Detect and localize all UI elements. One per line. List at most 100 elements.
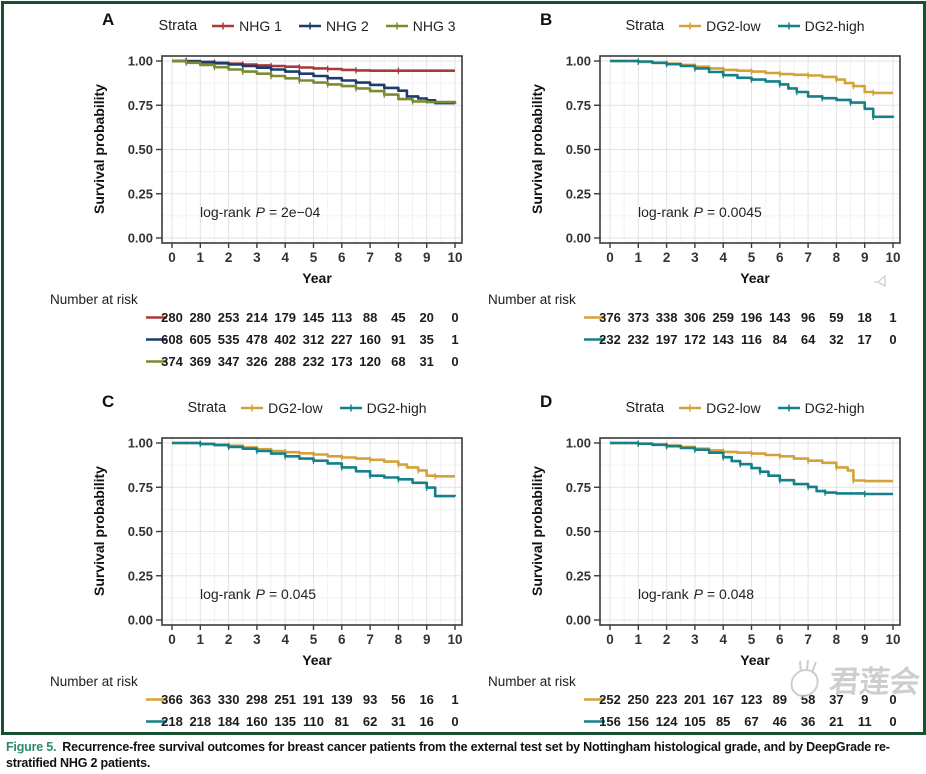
risk-count: 143 [712,332,734,347]
x-tick-label: 4 [281,250,289,265]
risk-count: 56 [391,692,405,707]
y-axis-label: Survival probability [529,84,545,214]
risk-count: 179 [274,310,296,325]
risk-count: 232 [599,332,621,347]
risk-count: 0 [451,310,458,325]
y-tick-label: 0.50 [128,524,153,539]
risk-count: 123 [741,692,763,707]
figure-caption: Figure 5. Recurrence-free survival outcom… [6,739,920,772]
risk-count: 330 [218,692,240,707]
legend-title: Strata [625,18,665,34]
risk-count: 46 [773,714,787,729]
y-tick-label: 1.00 [566,436,591,451]
x-tick-label: 2 [663,250,671,265]
x-tick-label: 4 [719,632,727,647]
risk-count: 36 [801,714,815,729]
panel-label: C [102,392,115,411]
x-axis-label: Year [740,270,770,286]
risk-count: 306 [684,310,706,325]
y-tick-label: 0.50 [128,142,153,157]
y-tick-label: 0.00 [566,613,591,628]
plot-grid [600,56,900,243]
risk-count: 32 [829,332,843,347]
legend: Strata DG2-low DG2-high [142,400,472,416]
legend-entry: DG2-low [240,400,323,416]
survival-curves [172,440,457,498]
risk-count: 227 [331,332,353,347]
risk-table-title: Number at risk [488,674,576,689]
risk-count: 124 [656,714,678,729]
legend-line-icon [679,404,702,412]
risk-count: 605 [189,332,211,347]
risk-count: 17 [857,332,871,347]
y-tick-label: 0.75 [128,98,153,113]
risk-count: 0 [451,354,458,369]
legend-entries: DG2-low DG2-high [240,400,427,416]
risk-count: 1 [451,692,458,707]
risk-count: 251 [274,692,296,707]
x-tick-label: 3 [691,632,699,647]
x-tick-label: 6 [776,632,784,647]
axes: 0 1 2 3 4 5 6 7 8 9 10 1.00 0.75 0.50 0.25 0.00 [128,436,463,648]
y-axis-label: Survival probability [529,466,545,596]
x-axis-label: Year [302,652,332,668]
risk-count: 1 [889,310,896,325]
legend-entry-label: DG2-high [366,400,427,416]
plot-grid [600,438,900,625]
risk-count: 366 [161,692,183,707]
risk-count: 374 [161,354,183,369]
risk-count: 232 [303,354,325,369]
risk-count: 196 [741,310,763,325]
risk-count: 250 [627,692,649,707]
legend-entry-label: DG2-low [706,400,761,416]
km-plot: 0 1 2 3 4 5 6 7 8 9 101.000.750.500.250.00 Surviva… [488,54,901,347]
legend-entry-label: NHG 1 [239,18,282,34]
risk-count: 197 [656,332,678,347]
x-tick-label: 6 [776,250,784,265]
risk-count: 232 [627,332,649,347]
x-tick-label: 8 [833,250,841,265]
risk-count: 312 [303,332,325,347]
x-tick-label: 1 [635,632,643,647]
y-tick-label: 0.25 [566,186,591,201]
panel-B: B Strata DG2-low DG2-high 0 1 2 3 4 5 6 7 8 9 10 1.0… [470,8,910,380]
risk-count: 85 [716,714,730,729]
legend: Strata DG2-low DG2-high [580,400,910,416]
risk-count: 0 [451,714,458,729]
survival-curves [172,57,457,105]
legend-entry-label: DG2-high [804,400,865,416]
risk-count: 31 [391,714,405,729]
risk-count: 201 [684,692,706,707]
legend: Strata NHG 1 NHG 2 NHG 3 [142,18,472,34]
legend-entries: DG2-low DG2-high [678,18,865,34]
x-tick-label: 9 [861,250,869,265]
risk-count: 223 [656,692,678,707]
figure-caption-text: Recurrence-free survival outcomes for br… [6,740,890,771]
risk-count: 139 [331,692,353,707]
legend-entry: NHG 1 [211,18,282,34]
legend-entry-label: DG2-low [706,18,761,34]
risk-count: 0 [889,332,896,347]
risk-count: 145 [303,310,325,325]
axes: 0 1 2 3 4 5 6 7 8 9 10 1.00 0.75 0.50 0.25 0.00 [566,54,901,266]
risk-count: 84 [773,332,788,347]
risk-table-title: Number at risk [50,674,138,689]
km-plot: 0 1 2 3 4 5 6 7 8 9 101.000.750.500.250.00 Surviva… [50,54,463,369]
y-tick-label: 0.25 [566,568,591,583]
x-tick-label: 2 [225,250,233,265]
legend-entry: DG2-high [777,400,865,416]
risk-count: 402 [274,332,296,347]
legend-entry-label: NHG 3 [412,18,456,34]
survival-curve [172,59,457,104]
risk-count: 298 [246,692,268,707]
legend-line-icon [679,22,702,30]
y-axis-label: Survival probability [91,84,107,214]
legend: Strata DG2-low DG2-high [580,18,910,34]
risk-count: 160 [246,714,268,729]
survival-curves [610,440,893,498]
legend-entries: DG2-low DG2-high [678,400,865,416]
risk-count: 347 [218,354,240,369]
risk-table-title: Number at risk [50,292,138,307]
legend-entry: DG2-high [339,400,427,416]
risk-count: 259 [712,310,734,325]
